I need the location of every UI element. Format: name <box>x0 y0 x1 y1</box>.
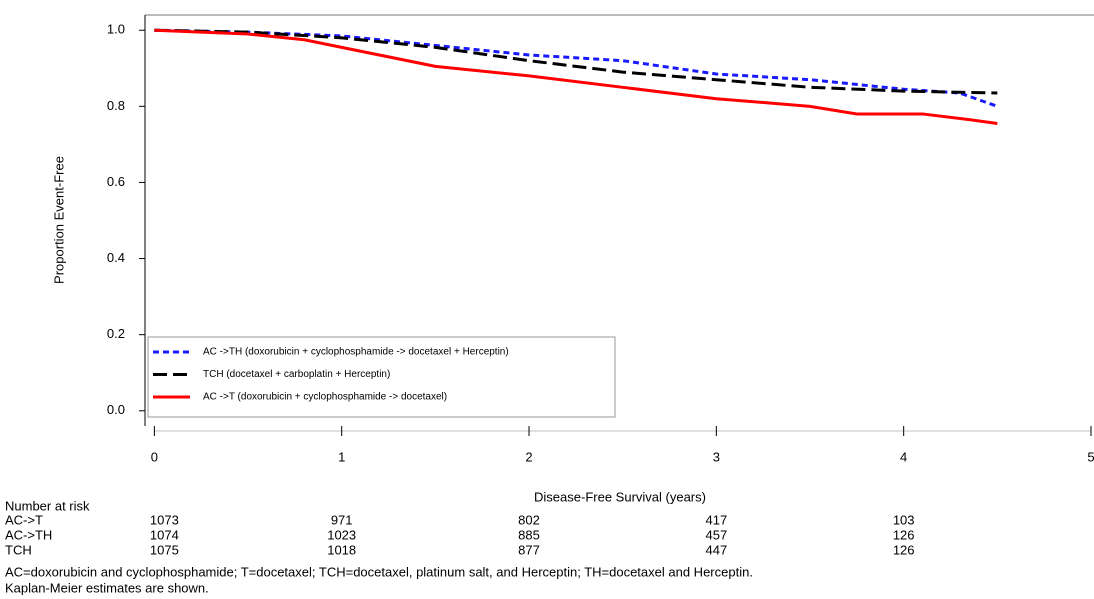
survival-curve <box>154 28 998 108</box>
risk-count: 877 <box>518 542 540 557</box>
footnote: AC=doxorubicin and cyclophosphamide; T=d… <box>5 564 753 579</box>
footnote: Kaplan-Meier estimates are shown. <box>5 580 209 595</box>
survival-curve <box>154 28 998 95</box>
risk-count: 1074 <box>150 527 179 542</box>
risk-count: 1023 <box>327 527 356 542</box>
risk-count: 1018 <box>327 542 356 557</box>
x-tick-label: 0 <box>151 449 158 464</box>
x-axis-label: Disease-Free Survival (years) <box>534 489 706 504</box>
risk-row-label: TCH <box>5 542 32 557</box>
risk-count: 103 <box>893 512 915 527</box>
y-tick-label: 0.8 <box>107 98 125 113</box>
y-axis-label: Proportion Event-Free <box>51 156 66 284</box>
risk-count: 126 <box>893 527 915 542</box>
y-tick-label: 1.0 <box>107 22 125 37</box>
legend-label: AC ->TH (doxorubicin + cyclophosphamide … <box>203 347 509 358</box>
x-tick-label: 1 <box>338 449 345 464</box>
x-tick-label: 3 <box>713 449 720 464</box>
risk-count: 802 <box>518 512 540 527</box>
legend-box <box>147 336 616 418</box>
legend-label: AC ->T (doxorubicin + cyclophosphamide -… <box>203 392 447 403</box>
risk-count: 885 <box>518 527 540 542</box>
legend-label: TCH (docetaxel + carboplatin + Herceptin… <box>203 369 390 380</box>
y-tick-label: 0.2 <box>107 326 125 341</box>
x-tick-label: 4 <box>900 449 907 464</box>
risk-count: 457 <box>705 527 727 542</box>
y-tick-label: 0.0 <box>107 402 125 417</box>
risk-row-label: AC->T <box>5 512 43 527</box>
risk-count: 971 <box>331 512 353 527</box>
risk-count: 447 <box>705 542 727 557</box>
x-tick-label: 2 <box>525 449 532 464</box>
risk-count: 1073 <box>150 512 179 527</box>
x-tick-label: 5 <box>1087 449 1094 464</box>
risk-count: 126 <box>893 542 915 557</box>
y-tick-label: 0.4 <box>107 250 125 265</box>
survival-curve <box>154 28 998 125</box>
y-tick-label: 0.6 <box>107 174 125 189</box>
risk-row-label: AC->TH <box>5 527 52 542</box>
risk-count: 417 <box>705 512 727 527</box>
risk-count: 1075 <box>150 542 179 557</box>
risk-table-title: Number at risk <box>5 498 90 513</box>
